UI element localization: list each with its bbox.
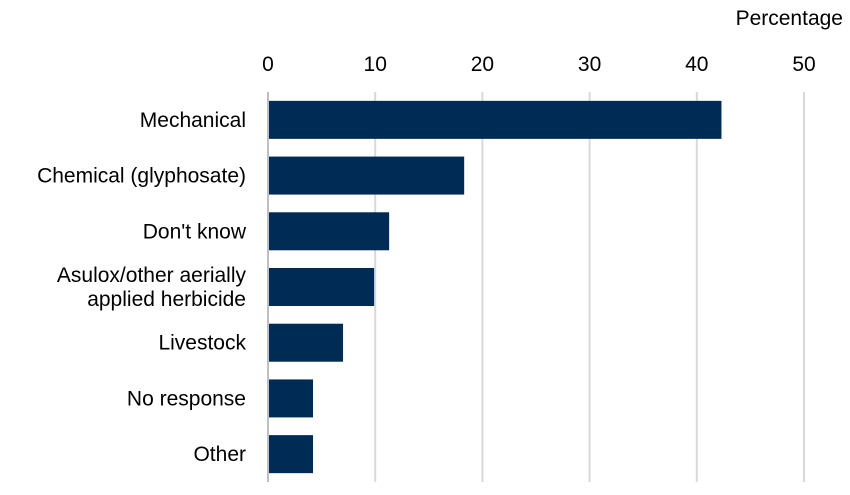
bar — [269, 100, 722, 139]
category-label: Other — [193, 443, 246, 466]
category-label-line: Don't know — [143, 220, 247, 243]
bar — [269, 435, 314, 474]
category-label: Asulox/other aerially applied herbicide — [57, 264, 247, 311]
category-label-line: applied herbicide — [87, 288, 246, 311]
category-label: Don't know — [143, 220, 247, 243]
bar — [269, 212, 390, 251]
bars — [269, 100, 722, 474]
category-label-line: No response — [127, 387, 246, 410]
bar — [269, 379, 314, 418]
x-tick-label: 20 — [471, 53, 494, 76]
x-tick-label: 30 — [578, 53, 601, 76]
x-tick-label: 0 — [262, 53, 274, 76]
category-label-line: Other — [193, 443, 246, 466]
category-label: Livestock — [158, 332, 246, 355]
x-tick-label: 10 — [364, 53, 387, 76]
x-tick-label: 40 — [685, 53, 708, 76]
bar — [269, 323, 344, 362]
category-label-line: Chemical (glyphosate) — [37, 165, 246, 188]
x-tick-label: 50 — [792, 53, 815, 76]
bar — [269, 156, 465, 195]
gridlines — [374, 92, 805, 482]
category-label: No response — [127, 387, 246, 410]
category-label: Chemical (glyphosate) — [37, 165, 246, 188]
category-label-line: Mechanical — [140, 109, 246, 132]
category-label-line: Livestock — [158, 332, 246, 355]
category-labels: Mechanical Chemical (glyphosate) Don't kno… — [37, 109, 247, 466]
bar — [269, 268, 375, 306]
x-axis-title: Percentage — [736, 7, 843, 30]
x-axis-ticks: 0 10 20 30 40 50 — [262, 53, 816, 76]
category-label-line: Asulox/other aerially — [57, 264, 247, 287]
category-label: Mechanical — [140, 109, 246, 132]
